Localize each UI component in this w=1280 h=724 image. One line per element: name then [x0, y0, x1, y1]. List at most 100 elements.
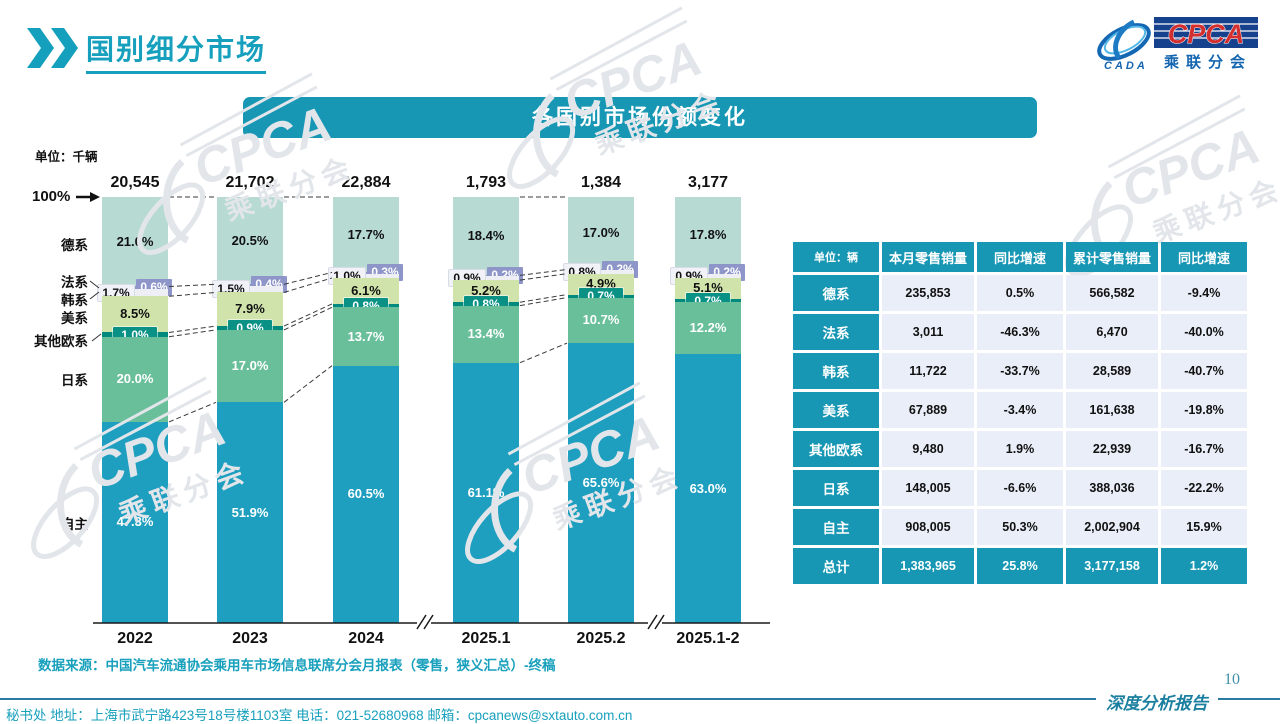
table-column-header: 同比增速 — [977, 242, 1063, 272]
cell-value: 566,582 — [1066, 275, 1158, 311]
bar-total-label: 3,177 — [687, 174, 729, 191]
cell-value: 6,470 — [1066, 314, 1158, 350]
chart-title-banner: 各国别市场份额变化 — [243, 97, 1037, 138]
series-label-其他欧系: 其他欧系 — [34, 334, 88, 349]
bar-segment-法系 — [333, 272, 399, 274]
series-label-自主: 自主 — [61, 517, 88, 532]
cell-value: 28,589 — [1066, 353, 1158, 389]
segment-value-label: 5.1% — [693, 280, 723, 296]
table-column-header: 累计零售销量 — [1066, 242, 1158, 272]
double-chevron-icon — [27, 28, 78, 68]
segment-value-label: 5.2% — [471, 283, 501, 299]
segment-value-label: 63.0% — [689, 480, 727, 496]
bar-segment-韩系 — [675, 273, 741, 278]
footer-divider — [0, 698, 1280, 700]
cell-value: 50.3% — [977, 509, 1063, 545]
segment-value-label: 20.0% — [116, 371, 154, 387]
series-label-法系: 法系 — [61, 275, 88, 290]
segment-value-label: 4.9% — [586, 276, 616, 292]
bar-segment-日系 — [453, 305, 519, 363]
bar-total-label: 21,702 — [225, 174, 275, 191]
bar-segment-自主 — [217, 402, 283, 623]
segment-value-label: 51.9% — [231, 504, 269, 520]
cell-value: -33.7% — [977, 353, 1063, 389]
table-row: 韩系 11,722 -33.7% 28,589 -40.7% — [793, 353, 1247, 389]
bar-segment-德系 — [333, 197, 399, 273]
segment-value-label: 17.7% — [347, 226, 385, 242]
svg-text:CPCA: CPCA — [1168, 19, 1245, 49]
unit-label: 单位：千辆 — [35, 150, 98, 164]
bar-segment-日系 — [568, 297, 634, 344]
table-row: 美系 67,889 -3.4% 161,638 -19.8% — [793, 392, 1247, 428]
svg-text:CADA: CADA — [1104, 60, 1148, 72]
bar-segment-自主 — [333, 365, 399, 623]
row-label: 德系 — [793, 275, 879, 311]
cell-value: 9,480 — [882, 431, 974, 467]
cell-value: -22.2% — [1161, 470, 1247, 506]
bar-segment-法系 — [453, 275, 519, 277]
segment-value-label: 13.7% — [347, 328, 385, 344]
cell-value: -19.8% — [1161, 392, 1247, 428]
table-row: 德系 235,853 0.5% 566,582 -9.4% — [793, 275, 1247, 311]
segment-value-label: 18.4% — [467, 228, 505, 244]
table-row: 自主 908,005 50.3% 2,002,904 15.9% — [793, 509, 1247, 545]
cell-value: 1.2% — [1161, 548, 1247, 584]
bar-segment-德系 — [568, 197, 634, 270]
svg-text:CPCA: CPCA — [1114, 118, 1266, 219]
bar-segment-自主 — [675, 354, 741, 623]
segment-value-label: 21.0% — [116, 233, 154, 249]
table-unit-header: 单位：辆 — [793, 242, 879, 272]
svg-text:乘联分会: 乘联分会 — [1149, 173, 1280, 249]
x-axis-category-label: 2025.1-2 — [676, 630, 740, 647]
cell-value: -9.4% — [1161, 275, 1247, 311]
bar-segment-日系 — [217, 329, 283, 403]
chart-title: 各国别市场份额变化 — [532, 106, 748, 129]
table-row: 日系 148,005 -6.6% 388,036 -22.2% — [793, 470, 1247, 506]
report-type-label: 深度分析报告 — [1096, 689, 1218, 714]
cell-value: -46.3% — [977, 314, 1063, 350]
bar-segment-法系 — [217, 284, 283, 287]
series-label-韩系: 韩系 — [61, 293, 88, 308]
segment-value-label: 65.6% — [582, 475, 620, 491]
row-label: 美系 — [793, 392, 879, 428]
sales-summary-table: 单位：辆 本月零售销量 同比增速 累计零售销量 同比增速 德系 235,853 0.5% 566… — [790, 239, 1250, 587]
bar-segment-德系 — [675, 197, 741, 273]
series-label-美系: 美系 — [61, 311, 88, 326]
cell-value: 67,889 — [882, 392, 974, 428]
segment-value-label: 61.1% — [467, 484, 505, 500]
row-label: 总计 — [793, 548, 879, 584]
bar-segment-韩系 — [102, 289, 168, 297]
cell-value: 3,011 — [882, 314, 974, 350]
series-label-德系: 德系 — [61, 238, 88, 253]
data-source-note: 数据来源：中国汽车流通协会乘用车市场信息联席分会月报表（零售，狭义汇总）-终稿 — [38, 658, 556, 673]
cell-value: -3.4% — [977, 392, 1063, 428]
cpca-wordmark: CPCA 乘联分会 — [1148, 17, 1262, 71]
cada-emblem-icon: CADA — [1097, 19, 1151, 72]
bar-segment-韩系 — [453, 276, 519, 281]
row-label: 法系 — [793, 314, 879, 350]
segment-value-label: 17.0% — [582, 225, 620, 241]
cell-value: -40.0% — [1161, 314, 1247, 350]
segment-value-label: 60.5% — [347, 486, 385, 502]
bar-segment-韩系 — [333, 273, 399, 278]
cell-value: 11,722 — [882, 353, 974, 389]
cell-value: 908,005 — [882, 509, 974, 545]
cell-value: 15.9% — [1161, 509, 1247, 545]
segment-value-label: 13.4% — [467, 326, 505, 342]
bar-total-label: 1,384 — [580, 174, 622, 191]
cell-value: 235,853 — [882, 275, 974, 311]
svg-text:乘联分会: 乘联分会 — [1163, 53, 1252, 71]
segment-value-label: 6.1% — [351, 282, 381, 298]
cell-value: -40.7% — [1161, 353, 1247, 389]
x-axis-category-label: 2025.2 — [576, 630, 626, 647]
row-label: 韩系 — [793, 353, 879, 389]
segment-value-label: 10.7% — [582, 312, 620, 328]
bar-segment-法系 — [675, 272, 741, 274]
table-column-header: 本月零售销量 — [882, 242, 974, 272]
row-label: 日系 — [793, 470, 879, 506]
row-label: 其他欧系 — [793, 431, 879, 467]
cell-value: -6.6% — [977, 470, 1063, 506]
y-axis-100-label: 100% — [32, 188, 71, 205]
bar-total-label: 1,793 — [465, 174, 507, 191]
cell-value: 22,939 — [1066, 431, 1158, 467]
